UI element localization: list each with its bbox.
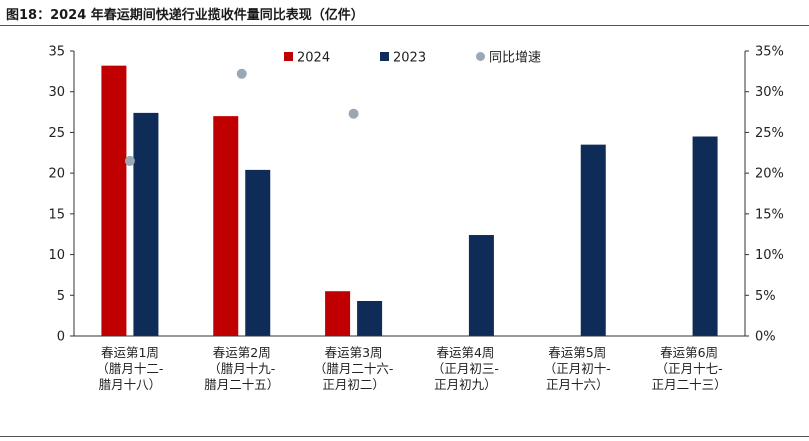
right-tick-label: 5% xyxy=(755,289,776,304)
category-label: 春运第5周 xyxy=(548,345,606,360)
category-label: 正月二十三） xyxy=(652,377,727,392)
legend-swatch-2024 xyxy=(284,52,293,61)
yoy-point xyxy=(236,68,247,79)
category-label: （腊月十二- xyxy=(96,361,163,376)
legend-swatch-2023 xyxy=(380,52,389,61)
category-label: （腊月二十六- xyxy=(314,361,394,376)
yoy-point xyxy=(124,155,135,166)
left-tick-label: 20 xyxy=(48,167,65,182)
left-tick-label: 35 xyxy=(48,45,65,60)
left-tick-label: 25 xyxy=(48,126,65,141)
right-axis: 0% 5% 10% 15% 20% 25% 30% 35% xyxy=(744,45,784,345)
bar-2024 xyxy=(101,65,127,337)
category-label: 春运第2周 xyxy=(213,345,271,360)
legend-label: 2024 xyxy=(297,51,330,66)
left-axis: 0 5 10 15 20 25 30 35 xyxy=(48,45,75,345)
x-axis: 春运第1周（腊月十二-腊月十八） 春运第2周（腊月十九-腊月二十五） 春运第3周（腊… xyxy=(74,335,745,392)
right-tick-label: 0% xyxy=(755,330,776,345)
bar-2024 xyxy=(213,116,239,337)
category-label: 春运第3周 xyxy=(325,345,383,360)
left-tick-label: 30 xyxy=(48,85,65,100)
bar-2023 xyxy=(468,235,494,336)
legend-label: 同比增速 xyxy=(489,51,541,66)
legend-swatch-yoy xyxy=(476,52,485,61)
title-rule xyxy=(0,25,809,26)
left-tick-label: 10 xyxy=(48,248,65,263)
left-tick-label: 15 xyxy=(48,207,65,222)
bars xyxy=(101,65,718,337)
right-tick-label: 20% xyxy=(755,167,784,182)
left-tick-label: 5 xyxy=(57,289,65,304)
right-tick-label: 35% xyxy=(755,45,784,60)
legend-label: 2023 xyxy=(393,51,426,66)
category-label: 正月初二） xyxy=(322,377,385,392)
bar-2023 xyxy=(133,112,159,336)
category-label: 春运第1周 xyxy=(101,345,159,360)
figure-title: 图18：2024 年春运期间快递行业揽收件量同比表现（亿件） xyxy=(6,8,364,23)
right-tick-label: 25% xyxy=(755,126,784,141)
bar-2023 xyxy=(580,144,606,336)
category-label: 春运第6周 xyxy=(660,345,718,360)
category-label: （正月初三- xyxy=(432,361,499,376)
category-label: 腊月二十五） xyxy=(204,377,279,392)
legend: 2024 2023 同比增速 xyxy=(284,51,541,66)
category-label: （腊月十九- xyxy=(208,361,275,376)
right-tick-label: 10% xyxy=(755,248,784,263)
category-label: 腊月十八） xyxy=(99,377,162,392)
category-label: （正月十七- xyxy=(656,361,723,376)
category-label: 正月十六） xyxy=(546,377,609,392)
bar-2023 xyxy=(692,136,718,336)
bar-2023 xyxy=(245,169,271,336)
category-label: 正月初九） xyxy=(434,377,497,392)
category-label: （正月初十- xyxy=(544,361,611,376)
category-label: 春运第4周 xyxy=(436,345,494,360)
left-tick-label: 0 xyxy=(57,330,65,345)
right-tick-label: 15% xyxy=(755,207,784,222)
bar-2023 xyxy=(357,300,383,336)
bottom-rule xyxy=(0,436,809,437)
right-tick-label: 30% xyxy=(755,85,784,100)
yoy-markers xyxy=(124,68,359,166)
bar-2024 xyxy=(325,291,351,336)
yoy-point xyxy=(348,108,359,119)
